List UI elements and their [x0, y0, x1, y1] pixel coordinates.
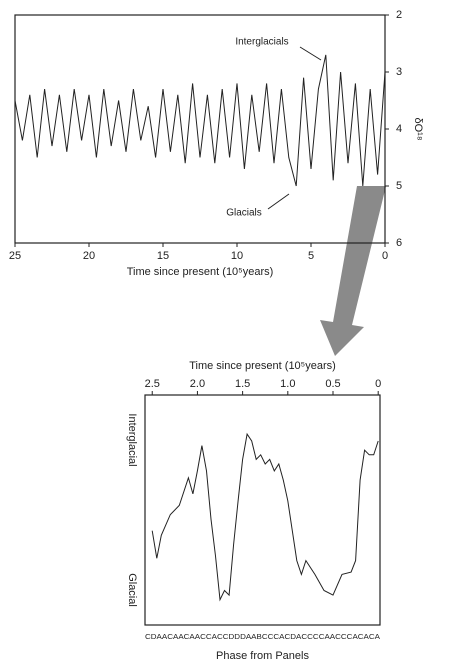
- zoom-arrow: [320, 186, 386, 356]
- x-tick-label: 1.0: [280, 378, 295, 390]
- x-tick-label: 2.0: [190, 378, 205, 390]
- y-label-top: Interglacial: [126, 413, 138, 466]
- x-tick-label: 1.5: [235, 378, 250, 390]
- data-line: [151, 432, 379, 602]
- y-tick-label: 2: [396, 9, 402, 21]
- plot-frame: [14, 14, 386, 244]
- x-axis-label: Time since present (10⁵years): [189, 360, 336, 372]
- y-tick-label: 6: [396, 237, 402, 249]
- phase-labels: CDAACAACAACCACCDDDAABCCCACDACCCCAACCCACA…: [145, 632, 380, 641]
- y-tick-label: 3: [396, 66, 402, 78]
- x-tick-label: 15: [157, 250, 169, 262]
- x-tick-label: 0: [382, 250, 388, 262]
- data-line: [14, 54, 386, 187]
- x-tick-label: 2.5: [145, 378, 160, 390]
- x-tick-label: 5: [308, 250, 314, 262]
- y-tick-label: 4: [396, 123, 402, 135]
- x-tick-label: 20: [83, 250, 95, 262]
- annotation: Glacials: [226, 208, 262, 219]
- annotation-arrow: [299, 46, 322, 61]
- x-tick-label: 0.5: [325, 378, 340, 390]
- annotation-arrow: [267, 193, 290, 210]
- x-tick-label: 10: [231, 250, 243, 262]
- x-axis-label: Time since present (10⁵years): [127, 266, 274, 278]
- phase-title: Phase from Panels: [216, 650, 309, 662]
- x-tick-label: 0: [375, 378, 381, 390]
- x-tick-label: 25: [9, 250, 21, 262]
- plot-frame: [144, 394, 381, 626]
- y-axis-label: δO¹⁸: [412, 118, 424, 141]
- annotation: Interglacials: [235, 37, 288, 48]
- y-label-bottom: Glacial: [126, 573, 138, 607]
- y-tick-label: 5: [396, 180, 402, 192]
